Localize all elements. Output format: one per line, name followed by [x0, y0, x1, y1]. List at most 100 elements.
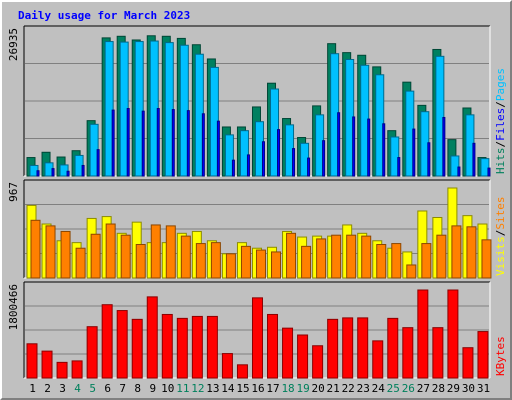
bar-sites-day-10 — [165, 225, 176, 279]
bar-kbytes-day-5 — [86, 326, 98, 379]
bar-kbytes-day-25 — [387, 317, 399, 379]
bar-kbytes-day-19 — [297, 334, 309, 379]
legend-files: Files — [494, 108, 507, 141]
bar-kbytes-day-26 — [402, 327, 414, 379]
bar-kbytes-day-18 — [282, 327, 294, 379]
bar-pages-day-13 — [216, 120, 220, 177]
bar-kbytes-day-11 — [176, 317, 188, 379]
bar-sites-day-3 — [60, 230, 71, 279]
bar-kbytes-day-16 — [251, 297, 263, 379]
bar-pages-day-28 — [442, 116, 446, 177]
x-tick-label-day-30: 30 — [462, 382, 475, 395]
bar-kbytes-day-14 — [221, 353, 233, 379]
x-tick-label-day-11: 11 — [176, 382, 189, 395]
x-tick-label-day-29: 29 — [447, 382, 460, 395]
bar-sites-day-19 — [301, 245, 312, 279]
x-tick-label-day-7: 7 — [119, 382, 126, 395]
bar-sites-day-30 — [466, 226, 477, 279]
bar-pages-day-30 — [472, 142, 476, 177]
bar-pages-day-27 — [427, 142, 431, 177]
x-tick-label-day-27: 27 — [417, 382, 430, 395]
bar-files-day-6 — [104, 41, 114, 177]
bar-pages-day-11 — [186, 110, 190, 177]
bar-kbytes-day-8 — [131, 318, 143, 379]
bar-sites-day-9 — [150, 224, 161, 279]
bar-pages-day-22 — [352, 116, 356, 177]
legend: KBytes — [494, 336, 507, 376]
bar-kbytes-day-4 — [71, 360, 83, 379]
x-tick-label-day-9: 9 — [149, 382, 156, 395]
x-tick-label-day-13: 13 — [206, 382, 219, 395]
x-tick-label-day-17: 17 — [266, 382, 279, 395]
bar-sites-day-26 — [406, 264, 417, 279]
legend-pages: Pages — [494, 68, 507, 101]
legend: Hits/Files/Pages — [494, 68, 507, 174]
x-tick-label-day-1: 1 — [29, 382, 36, 395]
bar-pages-day-7 — [126, 108, 130, 177]
bar-kbytes-day-22 — [342, 317, 354, 379]
bar-pages-day-1 — [36, 170, 40, 177]
legend-separator: / — [494, 230, 507, 237]
x-tick-label-day-10: 10 — [161, 382, 174, 395]
legend-visits: Visits — [494, 236, 507, 276]
x-tick-label-day-3: 3 — [59, 382, 66, 395]
bar-sites-day-14 — [225, 253, 236, 279]
x-tick-label-day-26: 26 — [402, 382, 415, 395]
legend-separator: / — [494, 101, 507, 108]
bar-sites-day-18 — [286, 232, 297, 279]
bar-pages-day-16 — [261, 141, 265, 177]
bar-pages-day-14 — [231, 159, 235, 177]
bar-pages-day-8 — [141, 110, 145, 177]
x-tick-label-day-31: 31 — [477, 382, 490, 395]
bar-pages-day-12 — [201, 113, 205, 177]
x-tick-label-day-24: 24 — [372, 382, 386, 395]
bar-sites-day-22 — [346, 234, 357, 279]
bar-pages-day-15 — [246, 154, 250, 177]
x-tick-label-day-8: 8 — [134, 382, 141, 395]
y-max-label: 26935 — [7, 28, 20, 61]
panel-visits-sites: 967 Visits/Sites — [7, 179, 507, 279]
panel-kbytes: 1800466 KBytes — [7, 281, 507, 379]
x-tick-label-day-25: 25 — [387, 382, 400, 395]
bar-files-day-15 — [239, 130, 249, 177]
bar-files-day-8 — [134, 41, 144, 177]
bar-kbytes-day-3 — [56, 361, 68, 379]
x-tick-label-day-19: 19 — [296, 382, 309, 395]
bar-sites-day-5 — [90, 233, 101, 279]
x-tick-label-day-6: 6 — [104, 382, 111, 395]
bar-pages-day-25 — [397, 157, 401, 177]
bar-sites-day-12 — [195, 243, 206, 279]
bar-kbytes-day-10 — [161, 313, 173, 379]
legend-hits: Hits — [494, 148, 507, 175]
bar-sites-day-21 — [331, 234, 342, 279]
bar-sites-day-7 — [120, 234, 131, 279]
x-tick-label-day-16: 16 — [251, 382, 264, 395]
x-tick-label-day-20: 20 — [312, 382, 325, 395]
bar-sites-day-4 — [75, 247, 86, 279]
bar-pages-day-6 — [111, 109, 115, 177]
x-tick-label-day-28: 28 — [432, 382, 445, 395]
x-tick-label-day-15: 15 — [236, 382, 249, 395]
x-tick-label-day-18: 18 — [281, 382, 294, 395]
bar-sites-day-8 — [135, 243, 146, 279]
bar-sites-day-17 — [271, 251, 282, 279]
bar-kbytes-day-20 — [312, 345, 324, 379]
bar-kbytes-day-7 — [116, 310, 128, 379]
bar-files-day-29 — [450, 155, 460, 177]
bar-sites-day-28 — [436, 234, 447, 279]
bar-sites-day-27 — [421, 243, 432, 279]
bar-sites-day-20 — [316, 238, 327, 279]
bar-kbytes-day-12 — [191, 315, 203, 379]
bar-pages-day-10 — [171, 109, 175, 177]
bar-sites-day-11 — [180, 235, 191, 279]
x-tick-label-day-21: 21 — [327, 382, 340, 395]
bar-kbytes-day-1 — [26, 343, 38, 379]
bar-kbytes-day-17 — [267, 313, 279, 379]
bar-pages-day-20 — [322, 140, 326, 177]
bar-kbytes-day-6 — [101, 304, 113, 379]
bar-pages-day-17 — [277, 129, 281, 177]
chart-title: Daily usage for March 2023 — [18, 9, 190, 22]
bar-kbytes-day-2 — [41, 350, 53, 379]
x-tick-label-day-5: 5 — [89, 382, 96, 395]
